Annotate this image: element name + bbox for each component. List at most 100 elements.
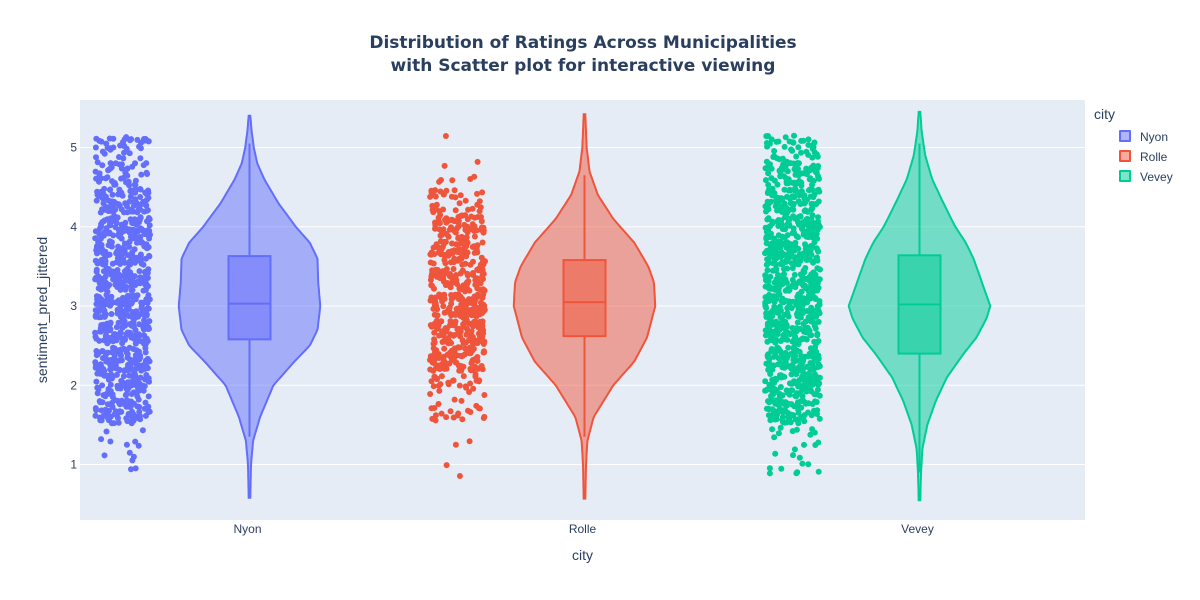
scatter-point[interactable] <box>121 299 128 306</box>
scatter-point[interactable] <box>110 144 117 151</box>
scatter-point[interactable] <box>430 260 437 267</box>
scatter-point[interactable] <box>772 450 779 457</box>
scatter-point[interactable] <box>464 285 471 292</box>
scatter-point[interactable] <box>126 449 133 456</box>
scatter-point[interactable] <box>130 346 137 352</box>
scatter-point[interactable] <box>454 352 461 359</box>
scatter-point[interactable] <box>136 348 142 355</box>
scatter-point[interactable] <box>143 202 150 209</box>
scatter-point[interactable] <box>468 312 475 319</box>
scatter-point[interactable] <box>437 188 444 195</box>
scatter-point[interactable] <box>781 143 788 150</box>
scatter-point[interactable] <box>126 226 133 233</box>
scatter-point[interactable] <box>138 171 145 178</box>
scatter-point[interactable] <box>471 223 478 230</box>
scatter-point[interactable] <box>93 135 100 142</box>
scatter-point[interactable] <box>804 324 811 331</box>
scatter-point[interactable] <box>477 299 484 306</box>
scatter-point[interactable] <box>793 153 800 160</box>
scatter-point[interactable] <box>112 160 119 167</box>
scatter-point[interactable] <box>125 178 132 185</box>
scatter-point[interactable] <box>126 243 133 250</box>
scatter-point[interactable] <box>802 275 809 282</box>
scatter-point[interactable] <box>133 360 140 367</box>
scatter-point[interactable] <box>428 405 435 412</box>
scatter-point[interactable] <box>109 178 115 185</box>
scatter-point[interactable] <box>113 200 119 207</box>
scatter-point[interactable] <box>445 379 452 386</box>
scatter-point[interactable] <box>765 170 772 177</box>
scatter-point[interactable] <box>778 465 785 472</box>
scatter-point[interactable] <box>119 192 126 199</box>
scatter-point[interactable] <box>108 239 115 246</box>
scatter-point[interactable] <box>131 292 138 299</box>
scatter-point[interactable] <box>814 265 821 272</box>
scatter-point[interactable] <box>788 371 795 378</box>
scatter-point[interactable] <box>458 367 465 374</box>
scatter-point[interactable] <box>95 364 102 371</box>
scatter-point[interactable] <box>128 466 134 473</box>
scatter-point[interactable] <box>472 373 479 380</box>
scatter-point[interactable] <box>766 465 773 472</box>
scatter-point[interactable] <box>814 411 820 417</box>
scatter-point[interactable] <box>798 149 804 156</box>
scatter-point[interactable] <box>477 280 484 287</box>
scatter-point[interactable] <box>121 227 128 234</box>
scatter-point[interactable] <box>814 165 821 172</box>
scatter-point[interactable] <box>788 146 795 153</box>
scatter-point[interactable] <box>120 155 127 162</box>
scatter-point[interactable] <box>780 419 787 426</box>
scatter-point[interactable] <box>459 261 466 268</box>
scatter-point[interactable] <box>458 363 464 369</box>
scatter-point[interactable] <box>443 414 450 421</box>
scatter-point[interactable] <box>139 427 146 434</box>
scatter-point[interactable] <box>108 164 115 171</box>
scatter-point[interactable] <box>797 398 804 405</box>
scatter-point[interactable] <box>137 186 144 193</box>
scatter-point[interactable] <box>116 273 123 280</box>
scatter-point[interactable] <box>816 415 823 422</box>
scatter-point[interactable] <box>132 189 139 196</box>
scatter-point[interactable] <box>140 387 147 394</box>
scatter-point[interactable] <box>795 409 802 416</box>
scatter-point[interactable] <box>792 256 799 262</box>
scatter-point[interactable] <box>428 295 435 302</box>
scatter-point[interactable] <box>433 319 440 326</box>
scatter-point[interactable] <box>135 442 142 449</box>
scatter-point[interactable] <box>144 300 151 306</box>
scatter-point[interactable] <box>791 247 797 254</box>
scatter-point[interactable] <box>452 291 459 298</box>
scatter-point[interactable] <box>774 329 781 336</box>
scatter-point[interactable] <box>146 378 153 385</box>
scatter-point[interactable] <box>141 383 148 390</box>
scatter-point[interactable] <box>447 408 454 415</box>
scatter-point[interactable] <box>771 379 778 386</box>
scatter-point[interactable] <box>107 206 114 213</box>
scatter-point[interactable] <box>126 356 133 363</box>
scatter-point[interactable] <box>462 197 469 204</box>
scatter-point[interactable] <box>144 207 151 214</box>
scatter-point[interactable] <box>93 154 99 161</box>
scatter-point[interactable] <box>778 217 785 224</box>
box-iqr[interactable] <box>227 255 272 341</box>
scatter-point[interactable] <box>124 252 131 258</box>
scatter-point[interactable] <box>769 267 776 274</box>
scatter-point[interactable] <box>146 235 153 242</box>
scatter-point[interactable] <box>124 172 131 179</box>
scatter-point[interactable] <box>460 340 467 346</box>
scatter-point[interactable] <box>464 270 471 277</box>
scatter-point[interactable] <box>430 305 437 312</box>
scatter-point[interactable] <box>808 388 815 395</box>
scatter-point[interactable] <box>94 188 101 195</box>
scatter-point[interactable] <box>777 307 784 314</box>
scatter-point[interactable] <box>127 208 134 215</box>
scatter-point[interactable] <box>430 244 437 251</box>
scatter-point[interactable] <box>793 470 800 477</box>
scatter-point[interactable] <box>470 270 476 276</box>
scatter-point[interactable] <box>799 301 806 308</box>
scatter-point[interactable] <box>105 375 112 382</box>
scatter-point[interactable] <box>783 204 790 211</box>
scatter-point[interactable] <box>772 410 779 417</box>
scatter-point[interactable] <box>135 385 142 392</box>
scatter-point[interactable] <box>107 438 114 445</box>
